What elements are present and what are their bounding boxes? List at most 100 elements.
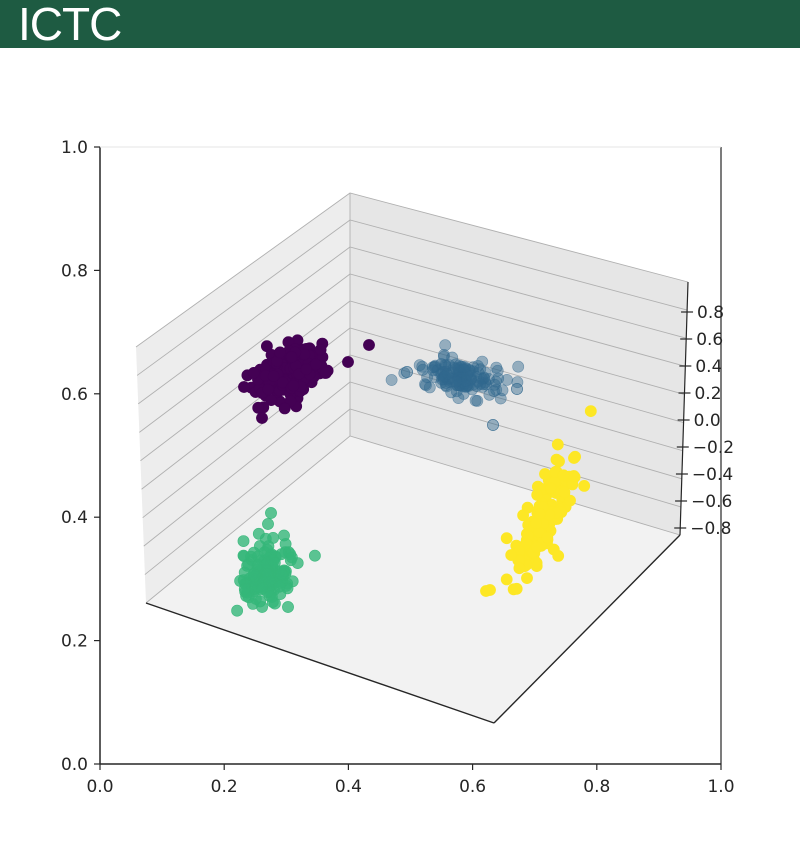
data-point	[512, 360, 525, 373]
y-tick-label: 0.2	[61, 632, 88, 652]
data-point	[511, 383, 523, 395]
data-point	[487, 419, 499, 431]
data-point	[291, 557, 304, 569]
data-point	[568, 452, 580, 464]
y-tick-label: 0.8	[61, 261, 88, 281]
data-point	[510, 582, 523, 595]
data-point	[231, 604, 243, 617]
data-point	[490, 383, 503, 396]
data-point	[285, 351, 298, 363]
data-point	[416, 360, 429, 373]
data-point	[314, 343, 327, 356]
outer-ticks: 0.0 0.2 0.4 0.6 0.8 1.0 0.0 0.2 0.4 0.6 0.8 1.0	[61, 138, 735, 797]
data-point	[268, 556, 281, 569]
data-point	[440, 380, 453, 393]
data-point	[500, 573, 513, 586]
data-point	[450, 385, 463, 398]
z-tick-label: 0.4	[695, 357, 722, 377]
z-tick-label: 0.8	[697, 303, 724, 323]
data-point	[446, 366, 459, 379]
data-point	[435, 368, 448, 381]
data-point	[578, 479, 591, 492]
z-ticks: 0.8 0.6 0.4 0.2 0.0 −0.2 −0.4 −0.6 −0.8	[674, 303, 734, 539]
data-point	[419, 379, 432, 392]
y-tick-label: 1.0	[61, 138, 88, 158]
x-tick-label: 0.2	[211, 777, 238, 797]
data-point	[534, 507, 546, 520]
header-title: ICTC	[18, 0, 122, 50]
data-point	[480, 585, 492, 597]
data-point	[545, 482, 557, 495]
data-point	[266, 596, 279, 608]
data-point	[247, 568, 260, 580]
data-point	[423, 381, 436, 394]
cluster-3	[231, 507, 321, 617]
data-point	[505, 549, 518, 561]
data-point	[237, 535, 250, 547]
data-point	[238, 583, 251, 595]
data-point	[401, 366, 413, 378]
data-point	[252, 527, 265, 540]
data-point	[531, 488, 544, 501]
data-point	[276, 376, 289, 389]
back-right-pane	[350, 193, 688, 535]
z-tick-label: −0.4	[692, 465, 733, 485]
data-point	[531, 541, 543, 554]
floor-front-left-edge	[145, 602, 495, 724]
data-point	[308, 549, 321, 562]
data-point	[558, 486, 571, 499]
data-point	[521, 572, 533, 584]
y-tick-label: 0.0	[61, 755, 88, 775]
data-point	[447, 362, 460, 375]
data-point	[551, 438, 564, 451]
data-point	[552, 550, 565, 562]
data-point	[262, 383, 275, 396]
data-point	[557, 469, 570, 482]
x-tick-label: 0.8	[583, 777, 610, 797]
data-point	[265, 394, 278, 406]
x-tick-label: 0.0	[86, 777, 113, 797]
data-point	[278, 529, 290, 542]
cluster-1	[238, 334, 375, 424]
data-point	[500, 532, 513, 545]
data-point	[567, 470, 580, 482]
data-point	[252, 401, 265, 414]
x-tick-label: 0.6	[459, 777, 486, 797]
data-point	[456, 380, 469, 393]
data-point	[564, 494, 576, 507]
data-point	[458, 361, 471, 373]
data-point	[275, 568, 288, 580]
data-point	[319, 366, 332, 379]
y-tick-label: 0.6	[61, 385, 88, 405]
data-point	[274, 346, 286, 359]
z-tick-label: 0.0	[694, 411, 721, 431]
z-tick-label: 0.6	[696, 330, 723, 350]
x-tick-label: 1.0	[707, 777, 734, 797]
data-point	[474, 378, 487, 390]
data-point	[278, 402, 291, 415]
data-point	[513, 562, 526, 575]
data-point	[450, 375, 463, 388]
data-point	[553, 455, 565, 468]
data-point	[238, 381, 250, 393]
header-bar: ICTC	[0, 0, 800, 48]
z-axis-line	[679, 281, 689, 536]
scatter-points	[231, 334, 597, 617]
data-point	[490, 361, 503, 374]
data-point	[247, 366, 260, 379]
data-point	[287, 379, 300, 392]
data-point	[300, 363, 313, 376]
z-tick-label: −0.6	[691, 492, 732, 512]
data-point	[265, 507, 277, 519]
data-point	[256, 412, 268, 424]
data-point	[471, 394, 484, 407]
data-point	[488, 385, 500, 397]
floor-front-right-edge	[493, 534, 681, 724]
data-point	[483, 388, 496, 401]
z-tick-label: −0.2	[693, 438, 734, 458]
data-point	[517, 509, 529, 522]
axes-3d	[145, 281, 689, 724]
data-point	[476, 355, 489, 368]
data-point	[282, 601, 294, 613]
